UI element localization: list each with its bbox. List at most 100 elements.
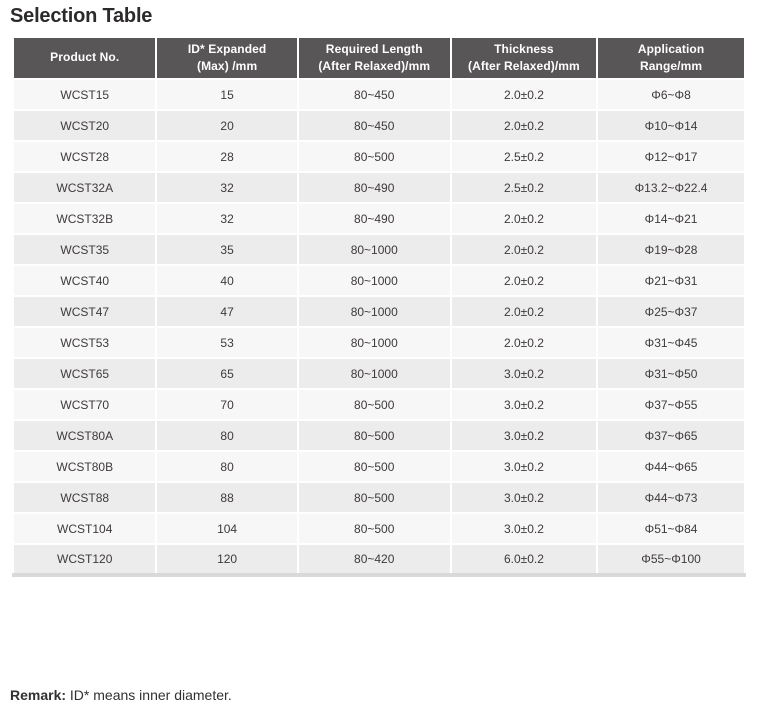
table-cell: 15: [155, 78, 299, 111]
table-cell: 80~1000: [296, 357, 452, 390]
table-cell: 80~500: [296, 450, 452, 483]
header-id-expanded: ID* Expanded (Max) /mm: [155, 36, 299, 80]
table-cell: WCST104: [11, 512, 158, 545]
table-cell: 2.0±0.2: [449, 109, 599, 142]
table-cell: 3.0±0.2: [449, 512, 599, 545]
table-cell: 6.0±0.2: [449, 543, 599, 576]
table-cell: 2.0±0.2: [449, 233, 599, 266]
table-cell: Φ14~Φ21: [596, 202, 746, 235]
table-cell: WCST20: [11, 109, 158, 142]
table-cell: WCST35: [11, 233, 158, 266]
table-row: WCST47 47 80~1000 2.0±0.2 Φ25~Φ37: [11, 295, 746, 328]
table-row: WCST80A 80 80~500 3.0±0.2 Φ37~Φ65: [11, 419, 746, 452]
table-cell: WCST65: [11, 357, 158, 390]
header-thickness: Thickness (After Relaxed)/mm: [449, 36, 599, 80]
table-cell: 53: [155, 326, 299, 359]
table-cell: WCST53: [11, 326, 158, 359]
table-cell: Φ44~Φ73: [596, 481, 746, 514]
table-cell: 80~500: [296, 140, 452, 173]
table-cell: Φ6~Φ8: [596, 78, 746, 111]
table-cell: WCST32A: [11, 171, 158, 204]
table-row: WCST104 104 80~500 3.0±0.2 Φ51~Φ84: [11, 512, 746, 545]
table-cell: WCST40: [11, 264, 158, 297]
table-cell: 35: [155, 233, 299, 266]
table-cell: 80~1000: [296, 233, 452, 266]
table-cell: 2.0±0.2: [449, 202, 599, 235]
page-title: Selection Table: [10, 5, 153, 27]
table-cell: 3.0±0.2: [449, 388, 599, 421]
table-cell: Φ12~Φ17: [596, 140, 746, 173]
table-cell: 20: [155, 109, 299, 142]
table-cell: 88: [155, 481, 299, 514]
table-cell: 2.5±0.2: [449, 171, 599, 204]
table-cell: Φ19~Φ28: [596, 233, 746, 266]
table-cell: 80: [155, 450, 299, 483]
table-cell: 80~450: [296, 109, 452, 142]
table-cell: 120: [155, 543, 299, 576]
table-cell: WCST47: [11, 295, 158, 328]
table-cell: 32: [155, 202, 299, 235]
table-cell: WCST70: [11, 388, 158, 421]
table-cell: 80~500: [296, 481, 452, 514]
table-cell: 3.0±0.2: [449, 450, 599, 483]
table-cell: Φ31~Φ45: [596, 326, 746, 359]
table-cell: 2.0±0.2: [449, 264, 599, 297]
table-header-row: Product No. ID* Expanded (Max) /mm Requi…: [11, 36, 746, 80]
table-cell: 2.0±0.2: [449, 78, 599, 111]
header-product-no: Product No.: [11, 36, 158, 80]
table-header: Product No. ID* Expanded (Max) /mm Requi…: [11, 36, 746, 80]
table-row: WCST80B 80 80~500 3.0±0.2 Φ44~Φ65: [11, 450, 746, 483]
table-cell: Φ25~Φ37: [596, 295, 746, 328]
table-row: WCST53 53 80~1000 2.0±0.2 Φ31~Φ45: [11, 326, 746, 359]
table-cell: 3.0±0.2: [449, 357, 599, 390]
table-cell: 80: [155, 419, 299, 452]
table-cell: 2.0±0.2: [449, 295, 599, 328]
table-row: WCST15 15 80~450 2.0±0.2 Φ6~Φ8: [11, 78, 746, 111]
table-cell: Φ44~Φ65: [596, 450, 746, 483]
table-cell: 2.0±0.2: [449, 326, 599, 359]
table-cell: Φ21~Φ31: [596, 264, 746, 297]
table-row: WCST120 120 80~420 6.0±0.2 Φ55~Φ100: [11, 543, 746, 576]
table-cell: 80~1000: [296, 326, 452, 359]
table-cell: Φ31~Φ50: [596, 357, 746, 390]
table-cell: 47: [155, 295, 299, 328]
table-cell: Φ13.2~Φ22.4: [596, 171, 746, 204]
table-cell: 28: [155, 140, 299, 173]
table-cell: Φ51~Φ84: [596, 512, 746, 545]
header-application-range: Application Range/mm: [596, 36, 746, 80]
table-row: WCST88 88 80~500 3.0±0.2 Φ44~Φ73: [11, 481, 746, 514]
table-row: WCST70 70 80~500 3.0±0.2 Φ37~Φ55: [11, 388, 746, 421]
table-cell: 2.5±0.2: [449, 140, 599, 173]
table-row: WCST40 40 80~1000 2.0±0.2 Φ21~Φ31: [11, 264, 746, 297]
table-cell: WCST80A: [11, 419, 158, 452]
table-cell: Φ55~Φ100: [596, 543, 746, 576]
table-cell: 80~420: [296, 543, 452, 576]
table-cell: 80~500: [296, 419, 452, 452]
remark-text: ID* means inner diameter.: [66, 687, 232, 703]
table-cell: 80~1000: [296, 264, 452, 297]
table-row: WCST28 28 80~500 2.5±0.2 Φ12~Φ17: [11, 140, 746, 173]
table-cell: 70: [155, 388, 299, 421]
table-cell: 3.0±0.2: [449, 481, 599, 514]
table-cell: 104: [155, 512, 299, 545]
table-row: WCST32A 32 80~490 2.5±0.2 Φ13.2~Φ22.4: [11, 171, 746, 204]
table-cell: WCST120: [11, 543, 158, 576]
table-row: WCST65 65 80~1000 3.0±0.2 Φ31~Φ50: [11, 357, 746, 390]
table-row: WCST20 20 80~450 2.0±0.2 Φ10~Φ14: [11, 109, 746, 142]
table-cell: 80~490: [296, 202, 452, 235]
table-cell: 65: [155, 357, 299, 390]
table-row: WCST35 35 80~1000 2.0±0.2 Φ19~Φ28: [11, 233, 746, 266]
table-cell: Φ37~Φ65: [596, 419, 746, 452]
table-cell: 40: [155, 264, 299, 297]
header-required-length: Required Length (After Relaxed)/mm: [296, 36, 452, 80]
table-cell: 80~490: [296, 171, 452, 204]
selection-table: Product No. ID* Expanded (Max) /mm Requi…: [11, 36, 746, 577]
remark-label: Remark:: [10, 687, 67, 703]
remark: Remark: ID* means inner diameter.: [10, 687, 232, 703]
table-cell: WCST32B: [11, 202, 158, 235]
table-body: WCST15 15 80~450 2.0±0.2 Φ6~Φ8 WCST20 20 80~450…: [11, 78, 746, 576]
table-cell: WCST15: [11, 78, 158, 111]
table-cell: 80~500: [296, 512, 452, 545]
table-cell: 80~500: [296, 388, 452, 421]
table-row: WCST32B 32 80~490 2.0±0.2 Φ14~Φ21: [11, 202, 746, 235]
